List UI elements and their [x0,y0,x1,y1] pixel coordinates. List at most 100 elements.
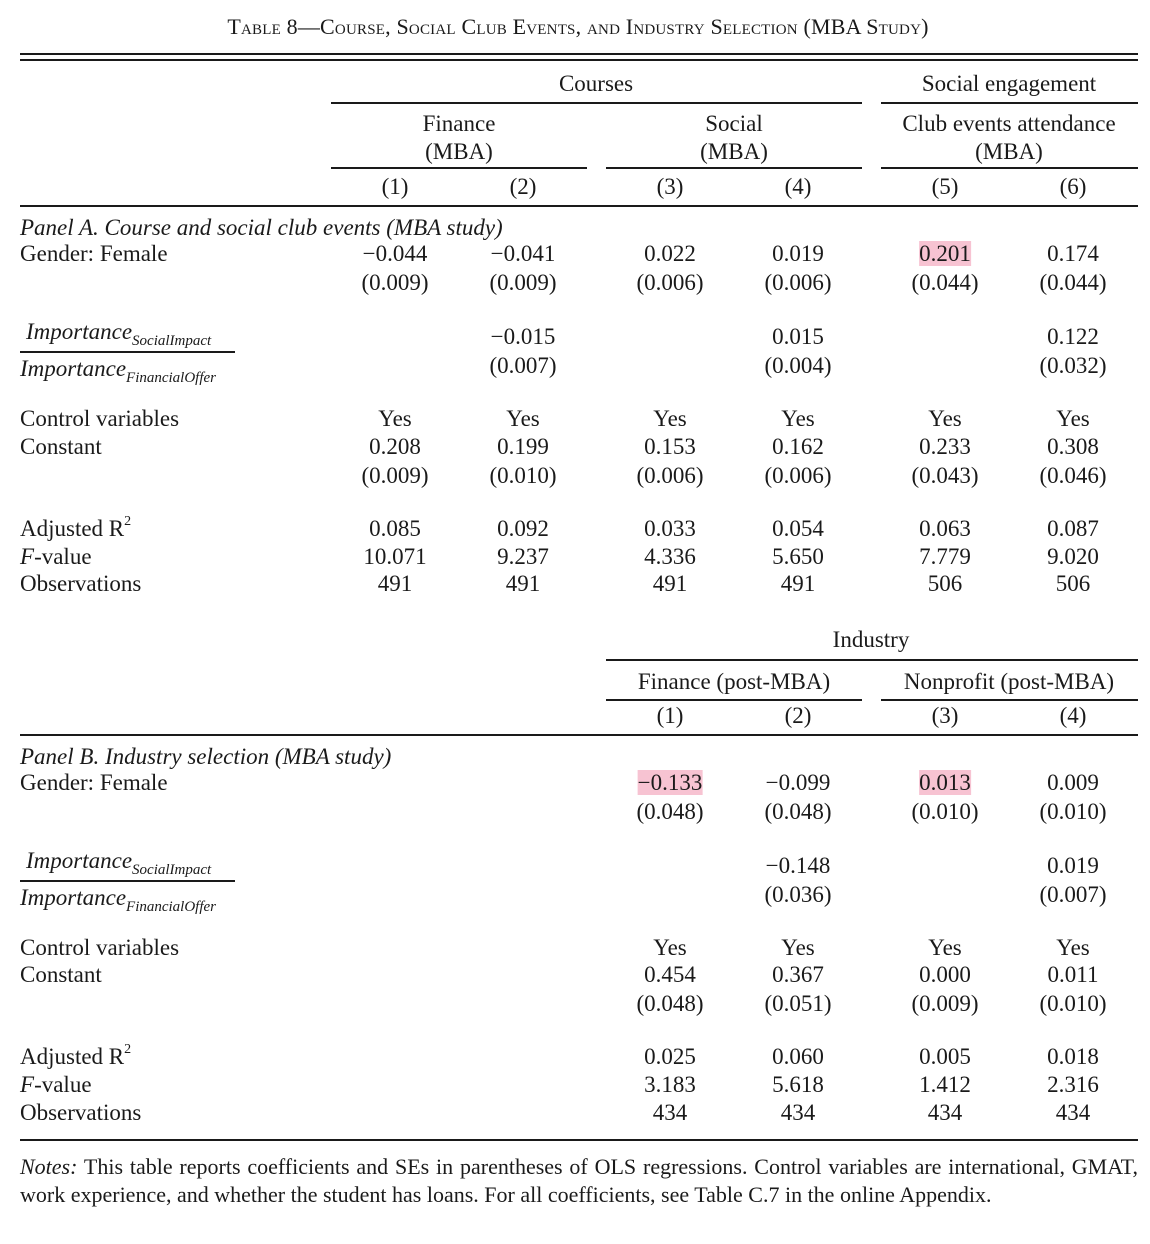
subheader-finance-post-mba: Finance (post-MBA) [637,669,831,694]
col-number: (3) [931,703,959,728]
stat-cell: 7.779 [919,544,971,569]
stat-cell: 5.618 [772,1072,824,1097]
row-label-gender: Gender: Female [20,241,168,266]
row-label-f: F-value [20,544,92,569]
row-label-f: F-value [20,1072,92,1097]
stat-cell: 0.087 [1047,516,1099,541]
stat-cell: 9.020 [1047,544,1099,569]
subheader-club-events: Club events attendance (MBA) [902,111,1116,164]
coef-cell: 0.367 [772,962,824,987]
subheader-finance: Finance (MBA) [422,111,496,164]
rule-finance-post [606,699,862,701]
controls-cell: Yes [506,406,540,431]
stat-cell: 0.033 [644,516,696,541]
coef-cell: 0.013 [919,770,971,795]
coef-cell: −0.148 [765,853,831,878]
col-number: (4) [1059,703,1087,728]
stat-cell: 506 [927,571,963,596]
se-cell: (0.044) [1039,270,1107,295]
row-label-controls: Control variables [20,406,180,431]
rule-social [881,102,1138,104]
coef-cell: 0.454 [644,962,696,987]
stat-cell: 0.060 [772,1044,824,1069]
se-cell: (0.009) [361,270,429,295]
top-rule-2 [20,59,1138,61]
col-number: (3) [656,174,684,199]
controls-cell: Yes [378,406,412,431]
stat-cell: 506 [1055,571,1091,596]
stat-cell: 491 [505,571,541,596]
stat-cell: 434 [927,1100,963,1125]
coef-cell: 0.000 [919,962,971,987]
panel-b-header-bottom-rule [20,734,1138,736]
stat-cell: 3.183 [644,1072,696,1097]
controls-cell: Yes [1056,935,1090,960]
se-cell: (0.051) [764,991,832,1016]
col-number: (1) [381,174,409,199]
se-cell: (0.048) [636,991,704,1016]
se-cell: (0.046) [1039,463,1107,488]
stat-cell: 491 [780,571,816,596]
se-cell: (0.010) [1039,991,1107,1016]
rule-club [881,167,1138,169]
table-title-text: Course, Social Club Events, and Industry… [320,14,929,39]
stat-cell: 2.316 [1047,1072,1099,1097]
row-label-r2: Adjusted R2 [20,514,132,541]
ratio-label: ImportanceSocialImpact ImportanceFinanci… [20,318,235,386]
col-number: (2) [509,174,537,199]
se-cell: (0.010) [911,799,979,824]
controls-cell: Yes [928,406,962,431]
se-cell: (0.009) [489,270,557,295]
subheader-social: Social (MBA) [700,111,768,164]
coef-cell: 0.162 [772,434,824,459]
coef-cell: 0.019 [1047,853,1099,878]
controls-cell: Yes [928,935,962,960]
se-cell: (0.048) [636,799,704,824]
controls-cell: Yes [781,935,815,960]
subheader-nonprofit-post-mba: Nonprofit (post-MBA) [903,669,1115,694]
col-number: (5) [931,174,959,199]
coef-cell: −0.015 [490,324,556,349]
stat-cell: 10.071 [363,544,427,569]
ratio-label: ImportanceSocialImpact ImportanceFinanci… [20,847,235,915]
rule-nonprofit-post [881,699,1138,701]
panel-b-label: Panel B. Industry selection (MBA study) [20,744,392,769]
coef-cell: 0.011 [1047,962,1099,987]
coef-cell: −0.041 [490,241,556,266]
controls-cell: Yes [781,406,815,431]
stat-cell: 491 [652,571,688,596]
row-label-constant: Constant [20,434,102,459]
coef-cell: 0.022 [644,241,696,266]
rule-courses [331,102,862,104]
coef-cell: −0.099 [765,770,831,795]
stat-cell: 0.085 [369,516,421,541]
se-cell: (0.009) [361,463,429,488]
header-bottom-rule [20,205,1138,207]
se-cell: (0.010) [1039,799,1107,824]
se-cell: (0.006) [764,463,832,488]
stat-cell: 0.054 [772,516,824,541]
controls-cell: Yes [1056,406,1090,431]
table-notes: Notes: This table reports coefficients a… [20,1154,1138,1207]
table-title: Table 8—Course, Social Club Events, and … [227,14,928,40]
col-number: (2) [784,703,812,728]
stat-cell: 434 [1055,1100,1091,1125]
se-cell: (0.036) [764,882,832,907]
coef-cell: 0.015 [772,324,824,349]
se-cell: (0.048) [764,799,832,824]
se-cell: (0.006) [764,270,832,295]
controls-cell: Yes [653,935,687,960]
top-rule [20,53,1138,55]
stat-cell: 5.650 [772,544,824,569]
se-cell: (0.010) [489,463,557,488]
se-cell: (0.006) [636,270,704,295]
stat-cell: 491 [377,571,413,596]
stat-cell: 1.412 [919,1072,971,1097]
table-number: Table 8— [227,14,321,39]
se-cell: (0.032) [1039,353,1107,378]
rule-industry [606,659,1138,661]
se-cell: (0.044) [911,270,979,295]
coef-cell: 0.174 [1047,241,1099,266]
coef-cell: 0.019 [772,241,824,266]
coef-cell: 0.208 [369,434,421,459]
